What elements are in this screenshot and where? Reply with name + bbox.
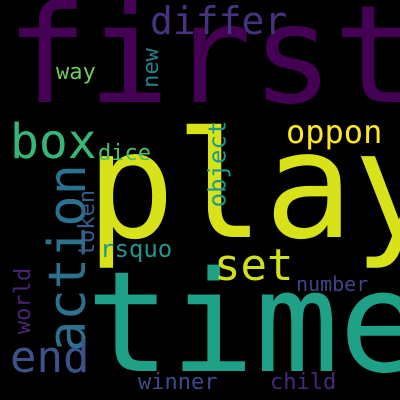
word-oppon: oppon bbox=[286, 113, 383, 151]
word-new: new bbox=[138, 48, 164, 88]
word-dice: dice bbox=[98, 141, 151, 166]
word-end: end bbox=[10, 332, 90, 383]
word-world: world bbox=[11, 267, 37, 335]
word-token: token bbox=[75, 189, 101, 257]
word-box: box bbox=[10, 114, 97, 170]
word-child: child bbox=[270, 370, 337, 395]
word-first: first bbox=[6, 0, 400, 135]
word-differ: differ bbox=[150, 0, 288, 43]
word-number: number bbox=[296, 272, 369, 296]
word-rsquo: rsquo bbox=[100, 235, 173, 263]
word-object: object bbox=[203, 120, 232, 208]
word-play: play bbox=[86, 100, 400, 272]
word-time: time bbox=[86, 242, 400, 400]
word-way: way bbox=[56, 60, 96, 85]
word-set: set bbox=[214, 240, 294, 291]
word-winner: winner bbox=[138, 370, 218, 395]
